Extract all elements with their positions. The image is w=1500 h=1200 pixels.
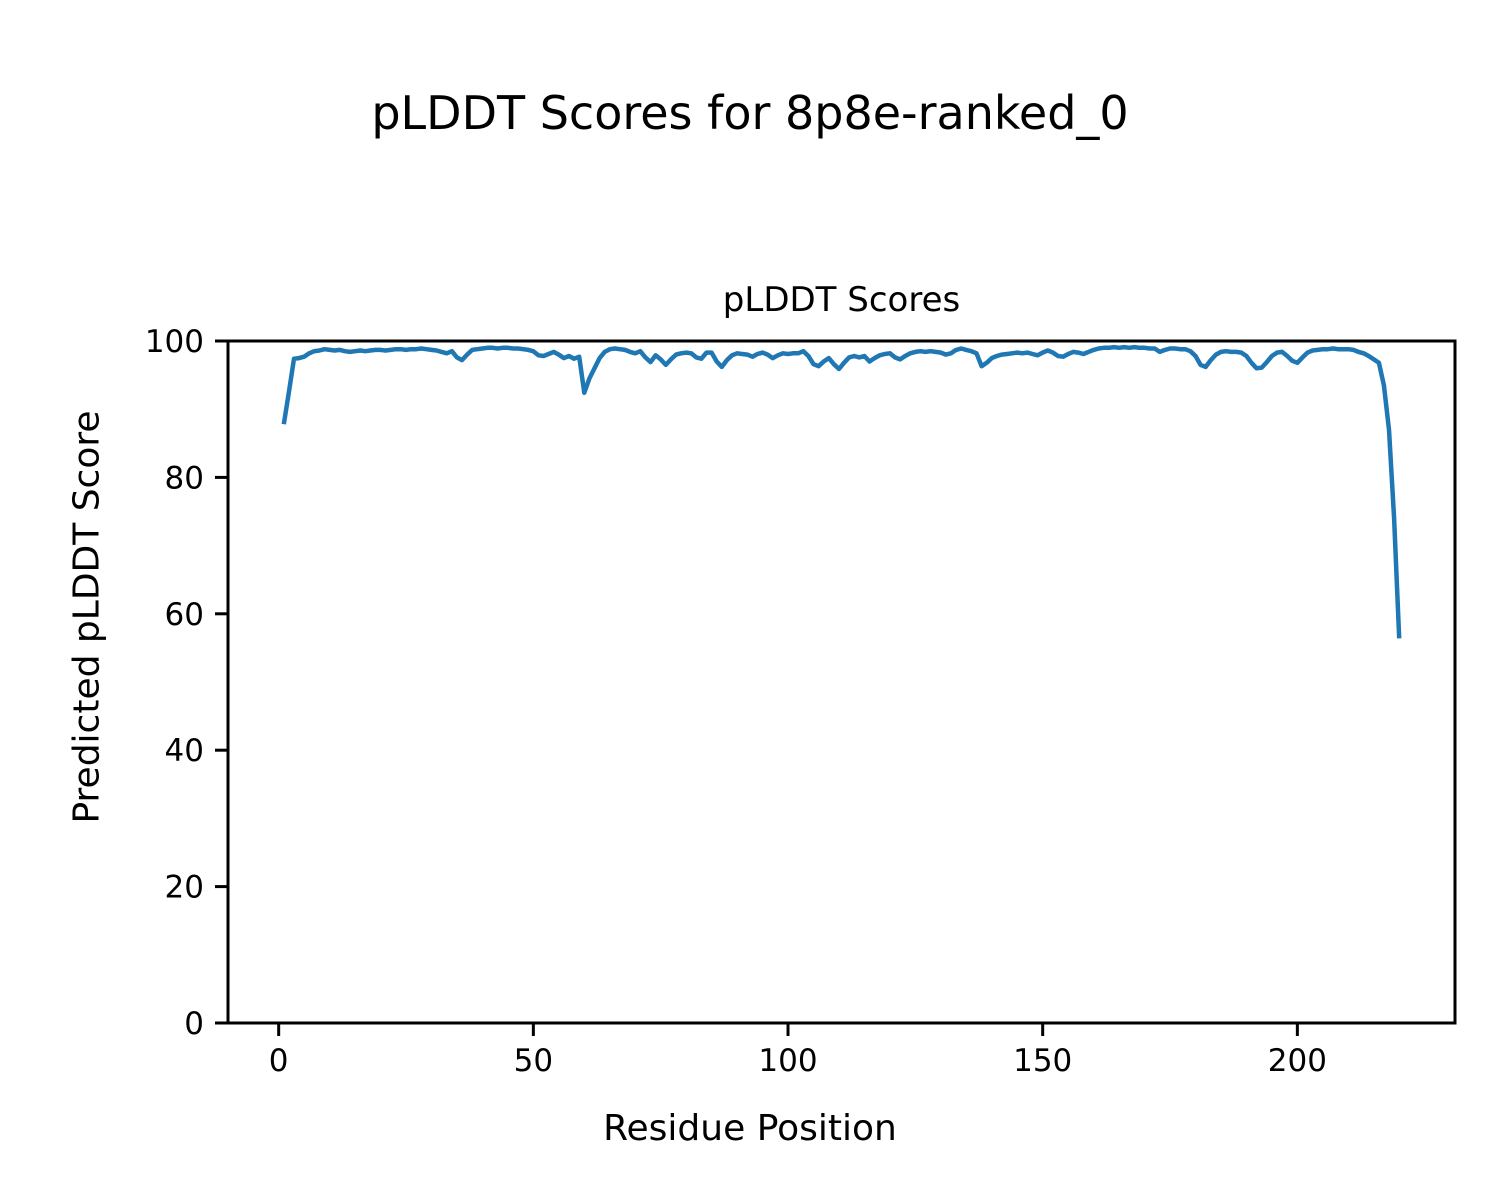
axes-title: pLDDT Scores bbox=[722, 280, 961, 320]
y-tick-label: 40 bbox=[165, 733, 204, 769]
line-layer bbox=[281, 344, 1402, 639]
y-tick-label: 100 bbox=[145, 324, 204, 360]
x-tick-label: 100 bbox=[758, 1043, 817, 1079]
x-axis-label: Residue Position bbox=[603, 1108, 897, 1149]
x-tick-label: 150 bbox=[1013, 1043, 1072, 1079]
figure-title: pLDDT Scores for 8p8e-ranked_0 bbox=[371, 86, 1129, 140]
y-tick-label: 60 bbox=[165, 597, 204, 633]
y-tick-label: 80 bbox=[165, 460, 204, 496]
y-tick-label: 0 bbox=[184, 1006, 204, 1042]
x-tick-label: 50 bbox=[514, 1043, 553, 1079]
y-axis-label: Predicted pLDDT Score bbox=[66, 410, 108, 824]
x-tick-label: 0 bbox=[269, 1043, 289, 1079]
x-tick-label: 200 bbox=[1268, 1043, 1327, 1079]
y-tick-label: 20 bbox=[165, 870, 204, 906]
plddt-line bbox=[281, 344, 1402, 639]
axes-spines bbox=[226, 339, 1457, 1025]
ticks-layer: 0 50 100 150 200 0 20 40 60 80 100 bbox=[145, 324, 1327, 1079]
